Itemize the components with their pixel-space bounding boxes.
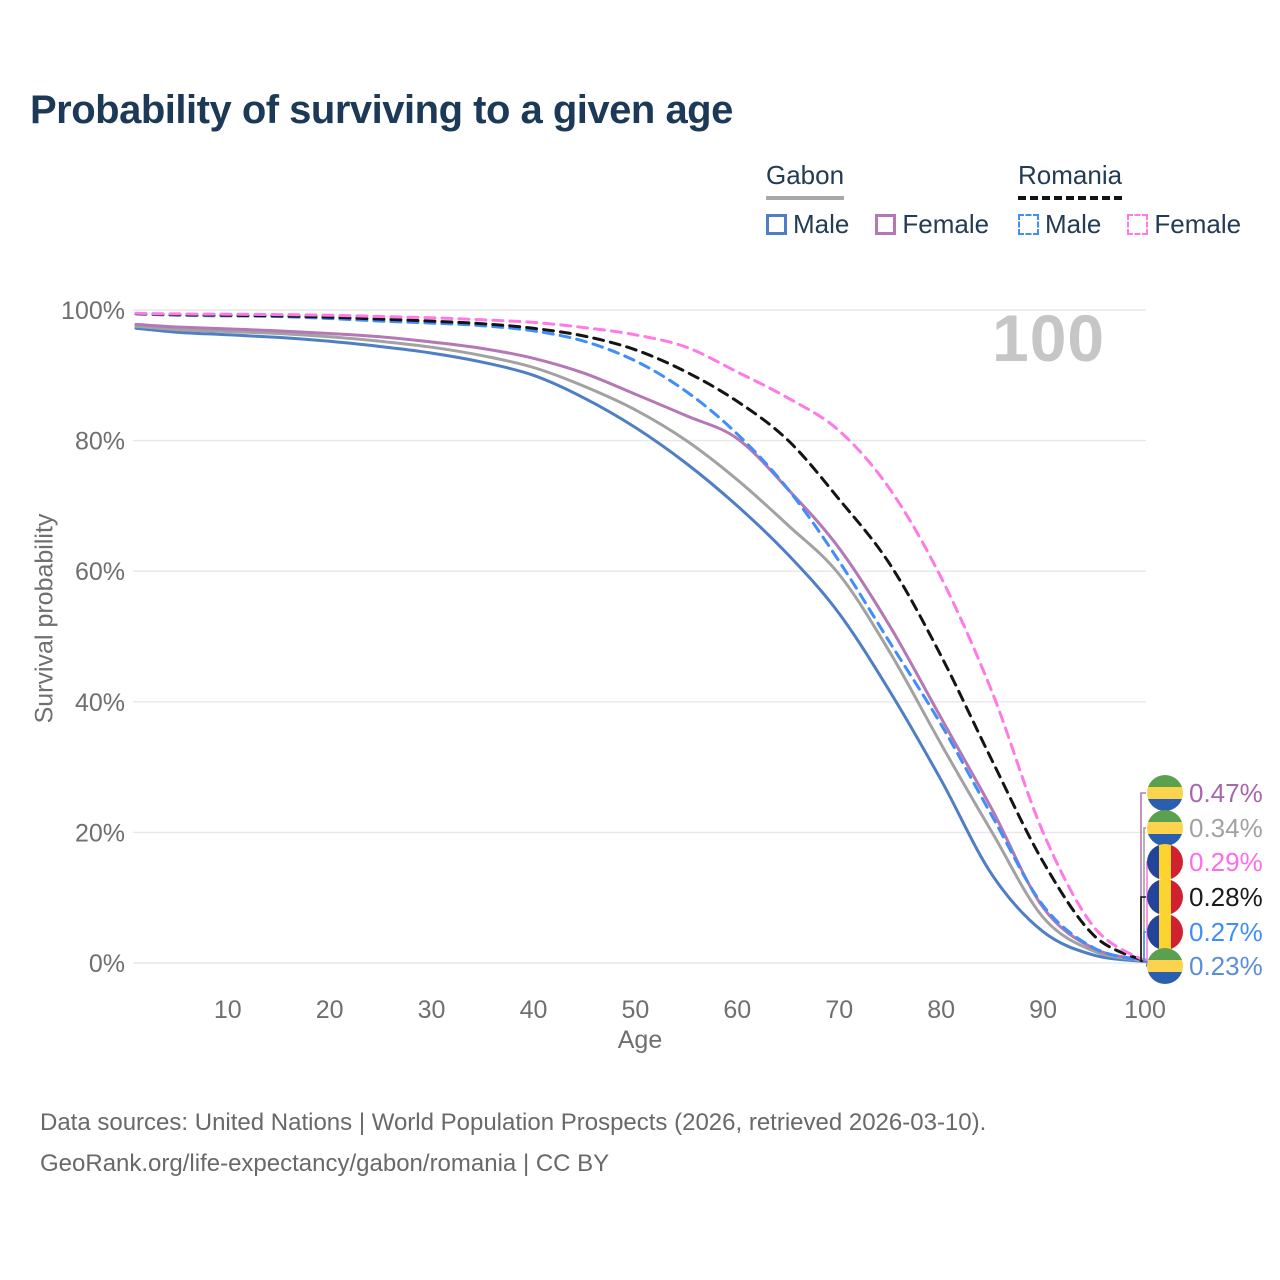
legend-label-gabon-female: Female — [902, 209, 990, 239]
y-tick-label: 60% — [75, 558, 125, 586]
end-label-connector — [1143, 931, 1146, 962]
x-tick-label: 90 — [1029, 996, 1057, 1024]
x-tick-label: 40 — [520, 996, 548, 1024]
x-tick-label: 20 — [316, 996, 344, 1024]
romania-female-swatch-icon — [1127, 214, 1149, 235]
legend-label-romania-female: Female — [1154, 209, 1242, 239]
legend-item-romania-female: Female — [1127, 209, 1241, 240]
legend-item-gabon-female: Female — [875, 209, 989, 240]
legend-label-gabon-male: Male — [793, 209, 850, 239]
line-gabon-female — [134, 322, 1147, 962]
legend-group-gabon: Gabon Male Female — [766, 160, 989, 240]
x-tick-label: 70 — [825, 996, 853, 1024]
y-tick-label: 100% — [61, 297, 125, 325]
y-tick-label: 80% — [75, 428, 125, 456]
y-tick-label: 0% — [89, 950, 125, 978]
x-axis-title: Age — [617, 1026, 663, 1054]
end-label-connector — [1143, 960, 1148, 967]
age-watermark: 100 — [992, 301, 1106, 375]
x-tick-label: 60 — [723, 996, 751, 1024]
legend-items-gabon: Male Female — [766, 209, 989, 240]
x-tick-label: 100 — [1124, 996, 1166, 1024]
legend-country-gabon: Gabon — [766, 160, 845, 200]
legend-item-gabon-male: Male — [766, 209, 849, 240]
line-gabon-male — [134, 326, 1147, 963]
legend-item-romania-male: Male — [1018, 209, 1101, 240]
end-label-connector — [1140, 896, 1146, 962]
footer: Data sources: United Nations | World Pop… — [40, 1102, 986, 1184]
footer-sources: Data sources: United Nations | World Pop… — [40, 1109, 987, 1136]
line-romania-both-sexes — [134, 312, 1147, 963]
x-tick-label: 50 — [621, 996, 649, 1024]
romania-male-swatch-icon — [1018, 214, 1039, 235]
x-tick-label: 10 — [214, 996, 242, 1024]
legend-label-romania-male: Male — [1045, 209, 1102, 239]
y-tick-label: 20% — [75, 819, 125, 847]
legend-group-romania: Romania Male Female — [1018, 160, 1241, 240]
gabon-female-swatch-icon — [875, 214, 897, 235]
x-tick-label: 80 — [927, 996, 955, 1024]
page-title: Probability of surviving to a given age — [30, 88, 733, 132]
legend-items-romania: Male Female — [1018, 209, 1241, 240]
legend-country-romania: Romania — [1018, 160, 1123, 200]
line-romania-female — [134, 311, 1147, 963]
gabon-male-swatch-icon — [766, 214, 787, 235]
end-label-connector — [1140, 792, 1146, 961]
line-gabon-both-sexes — [134, 324, 1147, 963]
y-tick-label: 40% — [75, 689, 125, 717]
x-tick-label: 30 — [418, 996, 446, 1024]
footer-attribution: GeoRank.org/life-expectancy/gabon/romani… — [40, 1150, 610, 1177]
